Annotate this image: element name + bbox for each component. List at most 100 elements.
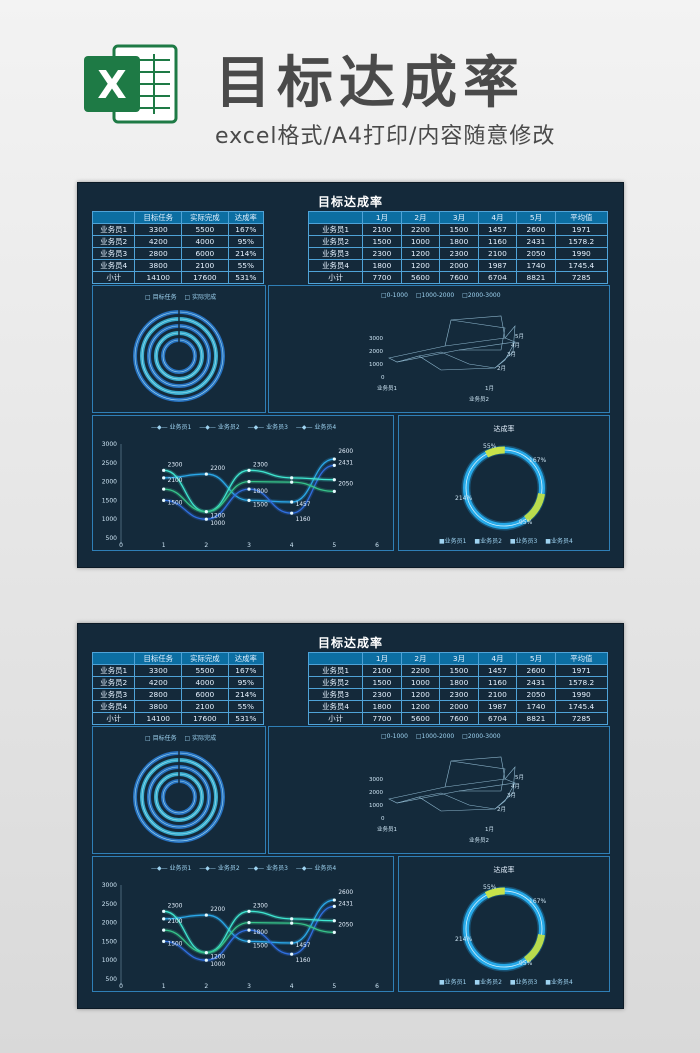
month-label: 2月 (497, 365, 506, 372)
x-tick-label: 1 (162, 983, 166, 990)
target-table: 目标任务 实际完成 达成率 业务员1 3300 5500 167% 业务员2 4200 4000… (91, 652, 265, 725)
table-row: 业务员3 2800 6000 214% (91, 247, 265, 260)
column-header: 平均值 (554, 652, 609, 665)
line-legend: —◆— 业务员1 —◆— 业务员2 —◆— 业务员3 —◆— 业务员4 (151, 422, 342, 431)
month-label: 3月 (507, 792, 516, 799)
z-tick: 2000 (369, 790, 383, 796)
surface-mesh (388, 315, 517, 371)
point-label: 2200 (210, 466, 225, 472)
ring-highlight (162, 780, 196, 814)
table-cell: 1000 (400, 676, 441, 689)
data-point (247, 480, 251, 484)
y-tick-label: 500 (106, 535, 118, 542)
person-label: 业务员2 (469, 836, 489, 844)
table-cell: 2600 (516, 223, 556, 236)
table-cell: 2050 (516, 247, 556, 260)
table-row: 业务员4 3800 2100 55% (91, 259, 265, 272)
table-cell: 1800 (362, 700, 402, 713)
point-label: 2300 (168, 903, 183, 909)
column-header: 1月 (362, 652, 402, 665)
table-row: 业务员1 3300 5500 167% (91, 664, 265, 677)
table-cell: 17600 (181, 712, 229, 725)
table-cell: 2300 (439, 688, 479, 701)
x-tick-label: 6 (375, 983, 379, 990)
point-label: 1457 (296, 943, 311, 949)
dashboard-sheet-copy: 目标达成率 目标任务 实际完成 达成率 业务员1 3300 5500 167% 业务员2 42… (77, 623, 624, 1009)
month-label: 4月 (511, 783, 520, 790)
point-label: 2431 (338, 901, 353, 907)
ring-chart-panel: □ 目标任务 □ 实际完成 (92, 726, 266, 854)
point-label: 1500 (253, 502, 268, 508)
table-cell: 1000 (400, 235, 441, 248)
table-cell: 55% (227, 259, 265, 272)
table-cell: 7285 (554, 712, 609, 725)
table-cell: 4200 (134, 676, 183, 689)
x-tick-label: 4 (290, 983, 294, 990)
point-label: 2100 (168, 919, 183, 925)
ring-chart (133, 310, 225, 402)
table-row: 小计 7700 5600 7600 6704 8821 7285 (307, 712, 609, 725)
table-cell: 7600 (439, 712, 479, 725)
x-tick-label: 4 (290, 542, 294, 549)
y-tick-label: 500 (106, 976, 118, 983)
point-label: 1800 (253, 930, 268, 936)
z-tick: 3000 (369, 777, 383, 783)
data-point (204, 472, 208, 476)
data-point (247, 487, 251, 491)
target-table: 目标任务 实际完成 达成率 业务员1 3300 5500 167% 业务员2 4200 4000… (91, 211, 265, 284)
table-cell: 2800 (134, 688, 183, 701)
ring-highlight (162, 339, 196, 373)
row-label: 业务员1 (307, 223, 364, 236)
point-label: 1160 (296, 958, 311, 964)
table-row: 业务员2 1500 1000 1800 1160 2431 1578.2 (307, 676, 609, 689)
donut-label: 55% (483, 884, 497, 891)
table-cell: 2100 (181, 259, 229, 272)
table-cell: 7700 (362, 712, 402, 725)
header: X 目标达成率 excel格式/A4打印/内容随意修改 (0, 0, 700, 170)
row-label: 业务员2 (307, 235, 364, 248)
legend-item: —◆— 业务员1 (151, 424, 192, 431)
series-line (163, 469, 335, 513)
column-header: 2月 (400, 211, 441, 224)
table-cell: 6000 (181, 247, 229, 260)
row-label: 业务员2 (91, 235, 136, 248)
line-chart-panel: —◆— 业务员1 —◆— 业务员2 —◆— 业务员3 —◆— 业务员4 500 1… (92, 415, 394, 551)
table-cell: 2000 (439, 700, 479, 713)
donut-label: 167% (529, 898, 546, 905)
data-point (247, 921, 251, 925)
row-label: 业务员2 (307, 676, 364, 689)
row-label: 业务员3 (307, 247, 364, 260)
table-cell: 7700 (362, 271, 402, 284)
legend-item: ■业务员1 (439, 538, 467, 545)
point-label: 2100 (168, 478, 183, 484)
surface-chart: 3000 2000 1000 0 5月 4月 3月 2月 1月 业务员1 业务员… (369, 315, 524, 403)
legend-item: —◆— 业务员3 (247, 424, 288, 431)
legend-item: —◆— 业务员4 (295, 865, 337, 872)
table-cell: 167% (227, 223, 265, 236)
table-cell: 1160 (477, 676, 518, 689)
table-cell: 3300 (134, 223, 183, 236)
data-point (290, 480, 294, 484)
table-cell: 17600 (181, 271, 229, 284)
table-cell: 1971 (554, 664, 609, 677)
legend-item: □ 目标任务 (145, 735, 177, 742)
table-cell: 1800 (439, 676, 479, 689)
y-tick-label: 1500 (102, 938, 117, 945)
table-cell: 2300 (362, 688, 402, 701)
donut-chart: 达成率 55% 167% 95% 214% (455, 865, 547, 972)
table-cell: 2000 (439, 259, 479, 272)
x-tick-label: 5 (332, 983, 336, 990)
table-cell: 1740 (516, 700, 556, 713)
table-cell: 1745.4 (554, 259, 609, 272)
row-label: 业务员1 (307, 664, 364, 677)
month-label: 4月 (511, 342, 520, 349)
row-label: 业务员4 (91, 259, 136, 272)
data-point (204, 958, 208, 962)
table-row: 业务员1 2100 2200 1500 1457 2600 1971 (307, 223, 609, 236)
table-cell: 1990 (554, 688, 609, 701)
donut-ring (461, 886, 547, 972)
page-subtitle: excel格式/A4打印/内容随意修改 (215, 124, 556, 149)
y-tick-label: 1500 (102, 497, 117, 504)
data-point (332, 919, 336, 923)
legend-item: □2000-3000 (462, 733, 501, 740)
